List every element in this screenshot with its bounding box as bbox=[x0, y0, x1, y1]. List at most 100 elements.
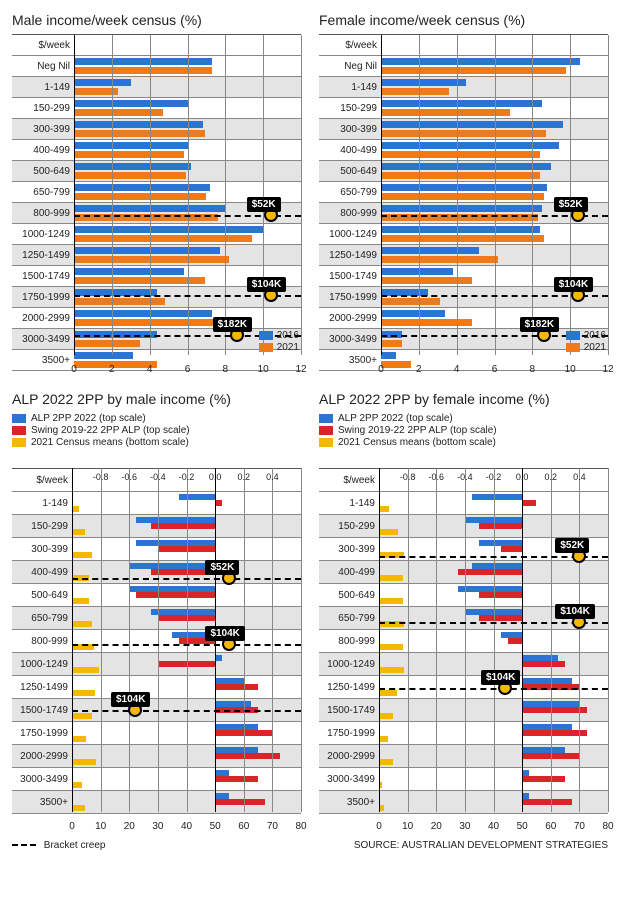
bracket-line bbox=[72, 710, 301, 712]
bar-swing bbox=[522, 661, 565, 667]
bar-means bbox=[72, 782, 82, 788]
bar-swing bbox=[215, 776, 258, 782]
census-chart: Female income/week census (%)$/weekNeg N… bbox=[319, 10, 608, 375]
x-grid bbox=[522, 468, 523, 812]
bar-2021 bbox=[74, 256, 229, 263]
x-grid bbox=[379, 468, 380, 812]
bracket-badge: $104K bbox=[481, 670, 520, 685]
bar-2016 bbox=[381, 100, 542, 107]
row-label: 3500+ bbox=[319, 791, 379, 813]
unit-row: $/week bbox=[12, 35, 301, 56]
x-grid bbox=[465, 468, 466, 812]
legend-label: 2021 Census means (bottom scale) bbox=[31, 437, 189, 448]
row-label: 1000-1249 bbox=[12, 653, 72, 675]
legend-item: 2016 bbox=[259, 330, 299, 341]
x-grid bbox=[608, 468, 609, 812]
data-row: 150-299 bbox=[12, 98, 301, 119]
chart-title: ALP 2022 2PP by female income (%) bbox=[319, 391, 608, 407]
legend-swatch bbox=[566, 343, 580, 352]
bar-swing bbox=[151, 523, 215, 529]
x-tick-label: 10 bbox=[258, 364, 269, 375]
data-row: 2000-2999 bbox=[319, 745, 608, 768]
row-label: 500-649 bbox=[319, 584, 379, 606]
axis-unit-label: $/week bbox=[319, 35, 381, 55]
x-grid bbox=[551, 468, 552, 812]
x-tick-top: -0.8 bbox=[93, 472, 109, 482]
bar-2021 bbox=[74, 277, 205, 284]
bar-swing bbox=[215, 684, 258, 690]
bar-means bbox=[379, 736, 388, 742]
bar-2021 bbox=[381, 235, 544, 242]
chart-body: $/weekNeg Nil1-149150-299300-399400-4995… bbox=[12, 34, 301, 375]
source-line: SOURCE: AUSTRALIAN DEVELOPMENT STRATEGIE… bbox=[354, 840, 608, 851]
x-tick-bottom: 10 bbox=[95, 821, 106, 832]
row-label: 1500-1749 bbox=[319, 266, 381, 286]
row-label: 1750-1999 bbox=[12, 722, 72, 744]
top-chart-row: Male income/week census (%)$/weekNeg Nil… bbox=[12, 10, 608, 375]
row-label: 1750-1999 bbox=[319, 722, 379, 744]
row-label: 2000-2999 bbox=[319, 745, 379, 767]
bar-2016 bbox=[381, 268, 453, 275]
x-grid bbox=[150, 35, 151, 355]
bar-means bbox=[72, 805, 85, 811]
bar-2016 bbox=[74, 247, 220, 254]
x-tick-label: 10 bbox=[565, 364, 576, 375]
row-label: 2000-2999 bbox=[319, 308, 381, 328]
row-label: 150-299 bbox=[12, 98, 74, 118]
data-row: 1250-1499 bbox=[12, 245, 301, 266]
data-row: 400-499 bbox=[12, 140, 301, 161]
bracket-line bbox=[72, 578, 301, 580]
bar-swing bbox=[522, 730, 586, 736]
legend-label: Swing 2019-22 2PP ALP (top scale) bbox=[338, 425, 497, 436]
bracket-line bbox=[379, 688, 608, 690]
legend-label: 2021 Census means (bottom scale) bbox=[338, 437, 496, 448]
data-row: 800-999 bbox=[319, 630, 608, 653]
chart-title: Male income/week census (%) bbox=[12, 12, 301, 28]
bar-means bbox=[72, 529, 85, 535]
row-label: 500-649 bbox=[12, 161, 74, 181]
data-row: 1000-1249 bbox=[319, 653, 608, 676]
legend-label: ALP 2PP 2022 (top scale) bbox=[338, 413, 453, 424]
data-row: Neg Nil bbox=[12, 56, 301, 77]
bar-2016 bbox=[74, 79, 131, 86]
data-row: 1250-1499 bbox=[12, 676, 301, 699]
x-tick-bottom: 80 bbox=[602, 821, 613, 832]
bar-2021 bbox=[74, 361, 157, 368]
legend-swatch bbox=[566, 331, 580, 340]
row-label: 400-499 bbox=[12, 140, 74, 160]
x-tick-bottom: 50 bbox=[210, 821, 221, 832]
row-label: 150-299 bbox=[12, 515, 72, 537]
x-tick-top: -0.4 bbox=[150, 472, 166, 482]
row-label: 1000-1249 bbox=[319, 224, 381, 244]
data-row: 300-399 bbox=[12, 538, 301, 561]
x-tick-bottom: 60 bbox=[238, 821, 249, 832]
legend-swatch bbox=[12, 438, 26, 447]
row-label: 800-999 bbox=[12, 630, 72, 652]
legend-label: 2016 bbox=[277, 330, 299, 341]
x-grid bbox=[570, 35, 571, 355]
bar-alp bbox=[472, 494, 522, 500]
row-label: 400-499 bbox=[319, 561, 379, 583]
chart-legend: ALP 2PP 2022 (top scale)Swing 2019-22 2P… bbox=[12, 413, 301, 448]
bar-2021 bbox=[381, 130, 546, 137]
row-label: 650-799 bbox=[12, 182, 74, 202]
x-grid bbox=[419, 35, 420, 355]
bar-2016 bbox=[74, 352, 133, 359]
bar-2016 bbox=[381, 247, 479, 254]
row-label: 300-399 bbox=[12, 119, 74, 139]
x-tick-bottom: 60 bbox=[545, 821, 556, 832]
data-row: 1750-1999 bbox=[319, 722, 608, 745]
x-tick-label: 0 bbox=[71, 364, 77, 375]
legend-swatch bbox=[319, 438, 333, 447]
data-row: 1500-1749 bbox=[319, 699, 608, 722]
bar-swing bbox=[215, 500, 222, 506]
x-tick-label: 2 bbox=[109, 364, 115, 375]
x-tick-label: 8 bbox=[223, 364, 229, 375]
bar-means bbox=[379, 690, 397, 696]
bar-swing bbox=[522, 776, 565, 782]
data-row: 3500+ bbox=[319, 791, 608, 814]
bar-2016 bbox=[74, 268, 184, 275]
bar-2016 bbox=[74, 100, 188, 107]
legend-label: Swing 2019-22 2PP ALP (top scale) bbox=[31, 425, 190, 436]
data-row: 1-149 bbox=[319, 77, 608, 98]
